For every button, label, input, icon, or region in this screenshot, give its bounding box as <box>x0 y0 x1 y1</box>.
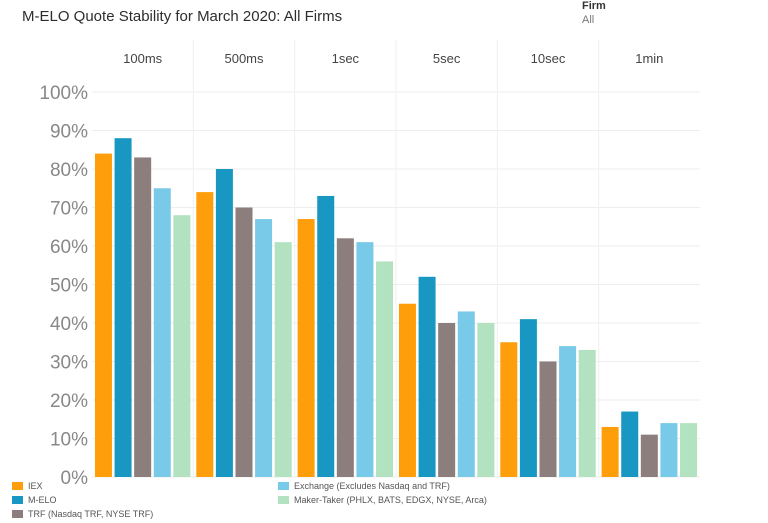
category-header-5sec: 5sec <box>433 51 461 66</box>
bar-trf-5sec[interactable] <box>438 323 456 477</box>
category-header-500ms: 500ms <box>224 51 264 66</box>
category-header-10sec: 10sec <box>531 51 566 66</box>
bar-iex-10sec[interactable] <box>500 342 518 477</box>
bar-trf-100ms[interactable] <box>134 157 152 477</box>
bar-m-elo-500ms[interactable] <box>215 169 233 477</box>
chart-title: M-ELO Quote Stability for March 2020: Al… <box>22 8 343 25</box>
bars <box>94 138 698 478</box>
bar-m-elo-100ms[interactable] <box>114 138 132 477</box>
bar-trf-1sec[interactable] <box>336 238 354 477</box>
y-tick-label: 30% <box>50 353 88 374</box>
bar-iex-1sec[interactable] <box>297 219 315 478</box>
bar-exchange-100ms[interactable] <box>153 188 171 477</box>
legend-swatch-exchange <box>278 482 289 490</box>
y-tick-label: 40% <box>50 314 88 335</box>
y-tick-label: 90% <box>50 122 88 143</box>
y-tick-label: 10% <box>50 430 88 451</box>
legend-item-maker-taker[interactable]: Maker-Taker (PHLX, BATS, EDGX, NYSE, Arc… <box>278 495 487 505</box>
bar-exchange-500ms[interactable] <box>255 219 273 478</box>
bar-maker-taker-1sec[interactable] <box>376 261 394 477</box>
y-tick-label: 100% <box>39 83 88 104</box>
legend-swatch-trf <box>12 510 23 518</box>
category-headers: 100ms 500ms 1sec 5sec 10sec 1min <box>123 51 663 66</box>
category-header-1min: 1min <box>635 51 663 66</box>
bar-maker-taker-5sec[interactable] <box>477 323 495 477</box>
bar-exchange-5sec[interactable] <box>457 311 475 477</box>
legend-label-m-elo: M-ELO <box>28 495 57 505</box>
legend-item-exchange[interactable]: Exchange (Excludes Nasdaq and TRF) <box>278 481 450 491</box>
legend-item-m-elo[interactable]: M-ELO <box>12 495 57 505</box>
y-tick-label: 80% <box>50 160 88 181</box>
legend-item-iex[interactable]: IEX <box>12 481 43 491</box>
bar-exchange-1sec[interactable] <box>356 242 374 477</box>
firm-filter-label: Firm <box>582 0 606 12</box>
bar-maker-taker-1min[interactable] <box>680 423 698 477</box>
y-tick-label: 50% <box>50 276 88 297</box>
legend-label-trf: TRF (Nasdaq TRF, NYSE TRF) <box>28 509 154 519</box>
bar-maker-taker-100ms[interactable] <box>173 215 191 477</box>
bar-iex-1min[interactable] <box>601 426 619 477</box>
legend-label-maker-taker: Maker-Taker (PHLX, BATS, EDGX, NYSE, Arc… <box>294 495 487 505</box>
bar-m-elo-1min[interactable] <box>621 411 639 477</box>
legend-item-trf[interactable]: TRF (Nasdaq TRF, NYSE TRF) <box>12 509 153 519</box>
legend-swatch-iex <box>12 482 23 490</box>
y-axis: 0% 10% 20% 30% 40% 50% 60% 70% 80% 90% 100% <box>39 83 88 489</box>
bar-maker-taker-500ms[interactable] <box>274 242 292 477</box>
y-tick-label: 60% <box>50 237 88 258</box>
bar-m-elo-5sec[interactable] <box>418 276 436 477</box>
category-header-1sec: 1sec <box>332 51 360 66</box>
bar-exchange-10sec[interactable] <box>559 346 577 477</box>
legend-label-iex: IEX <box>28 481 43 491</box>
y-tick-label: 20% <box>50 391 88 412</box>
legend-swatch-maker-taker <box>278 496 289 504</box>
grid-lines <box>92 40 700 478</box>
legend-label-exchange: Exchange (Excludes Nasdaq and TRF) <box>294 481 450 491</box>
y-tick-label: 70% <box>50 199 88 220</box>
bar-trf-10sec[interactable] <box>539 361 557 478</box>
bar-maker-taker-10sec[interactable] <box>578 349 596 477</box>
bar-trf-500ms[interactable] <box>235 207 253 478</box>
bar-m-elo-10sec[interactable] <box>519 319 537 477</box>
legend-swatch-m-elo <box>12 496 23 504</box>
y-tick-label: 0% <box>61 468 89 489</box>
bar-m-elo-1sec[interactable] <box>317 195 335 477</box>
firm-filter-value[interactable]: All <box>582 14 595 26</box>
bar-trf-1min[interactable] <box>640 434 658 477</box>
bar-exchange-1min[interactable] <box>660 423 678 477</box>
bar-iex-5sec[interactable] <box>398 303 416 477</box>
bar-iex-500ms[interactable] <box>196 192 214 477</box>
category-header-100ms: 100ms <box>123 51 163 66</box>
bar-iex-100ms[interactable] <box>94 153 112 477</box>
